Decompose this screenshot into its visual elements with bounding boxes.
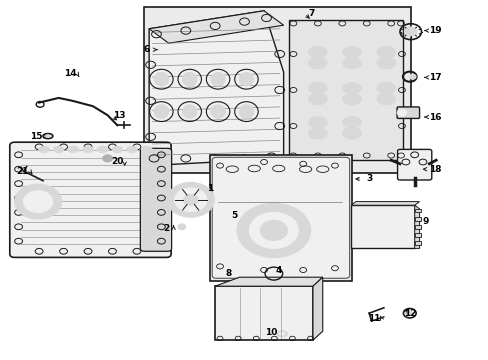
Ellipse shape: [276, 331, 287, 337]
Text: 20: 20: [111, 157, 123, 166]
Ellipse shape: [342, 93, 361, 105]
Ellipse shape: [308, 57, 326, 69]
Circle shape: [406, 311, 412, 315]
Ellipse shape: [210, 105, 225, 118]
Text: 11: 11: [367, 314, 380, 323]
Ellipse shape: [342, 82, 361, 94]
Text: 17: 17: [428, 73, 441, 82]
Ellipse shape: [342, 127, 361, 139]
Ellipse shape: [376, 93, 395, 105]
Text: 14: 14: [63, 69, 76, 78]
Text: 15: 15: [30, 132, 42, 140]
Ellipse shape: [68, 146, 79, 153]
Ellipse shape: [97, 146, 108, 153]
FancyBboxPatch shape: [396, 107, 419, 118]
Ellipse shape: [39, 146, 49, 153]
FancyBboxPatch shape: [10, 142, 171, 257]
Text: 8: 8: [225, 269, 231, 278]
Text: 6: 6: [143, 45, 149, 54]
Ellipse shape: [141, 146, 152, 153]
Circle shape: [15, 184, 61, 219]
Text: 12: 12: [404, 309, 416, 318]
Text: 1: 1: [207, 184, 213, 193]
Circle shape: [102, 155, 112, 162]
Polygon shape: [312, 277, 322, 340]
Ellipse shape: [182, 72, 197, 86]
Circle shape: [404, 27, 416, 36]
Text: 18: 18: [428, 165, 441, 174]
Ellipse shape: [210, 72, 225, 86]
Circle shape: [237, 203, 310, 257]
Bar: [288, 20, 403, 160]
Text: 9: 9: [421, 217, 428, 226]
Polygon shape: [414, 205, 419, 248]
FancyBboxPatch shape: [350, 205, 414, 248]
Ellipse shape: [239, 105, 253, 118]
Text: 13: 13: [113, 112, 125, 120]
Circle shape: [249, 212, 298, 248]
Text: 10: 10: [264, 328, 277, 337]
Ellipse shape: [342, 46, 361, 58]
Ellipse shape: [376, 57, 395, 69]
Bar: [414, 217, 420, 220]
Ellipse shape: [112, 146, 122, 153]
Polygon shape: [149, 11, 283, 43]
Bar: [144, 7, 410, 173]
Ellipse shape: [308, 127, 326, 139]
FancyBboxPatch shape: [140, 148, 171, 251]
Text: 21: 21: [16, 166, 29, 175]
Ellipse shape: [126, 146, 137, 153]
Ellipse shape: [376, 46, 395, 58]
Ellipse shape: [154, 105, 168, 118]
Polygon shape: [350, 202, 419, 205]
Text: 3: 3: [366, 174, 371, 183]
Circle shape: [183, 194, 198, 205]
Bar: [414, 209, 420, 212]
Circle shape: [23, 191, 53, 212]
Ellipse shape: [279, 332, 285, 335]
Polygon shape: [215, 277, 322, 286]
Text: 19: 19: [428, 26, 441, 35]
Ellipse shape: [154, 72, 168, 86]
Ellipse shape: [53, 146, 64, 153]
Bar: [414, 233, 420, 237]
Ellipse shape: [342, 117, 361, 128]
Ellipse shape: [45, 135, 50, 137]
FancyBboxPatch shape: [212, 157, 349, 278]
Circle shape: [260, 220, 287, 240]
Ellipse shape: [308, 46, 326, 58]
Circle shape: [174, 188, 206, 212]
Bar: [414, 225, 420, 229]
Text: 16: 16: [428, 112, 441, 122]
Ellipse shape: [308, 93, 326, 105]
Bar: [210, 155, 351, 281]
FancyBboxPatch shape: [215, 286, 312, 340]
Ellipse shape: [182, 105, 197, 118]
Ellipse shape: [308, 82, 326, 94]
Circle shape: [178, 224, 185, 230]
Ellipse shape: [376, 82, 395, 94]
Circle shape: [396, 109, 406, 116]
Text: 7: 7: [308, 9, 315, 18]
Ellipse shape: [342, 57, 361, 69]
Circle shape: [408, 74, 415, 79]
Circle shape: [167, 183, 214, 217]
Ellipse shape: [82, 146, 93, 153]
Text: 4: 4: [275, 266, 282, 275]
Text: 5: 5: [231, 211, 237, 220]
Polygon shape: [149, 11, 283, 166]
Text: 2: 2: [163, 224, 169, 233]
FancyBboxPatch shape: [397, 149, 431, 180]
Bar: [414, 241, 420, 245]
Ellipse shape: [308, 117, 326, 128]
Ellipse shape: [239, 72, 253, 86]
